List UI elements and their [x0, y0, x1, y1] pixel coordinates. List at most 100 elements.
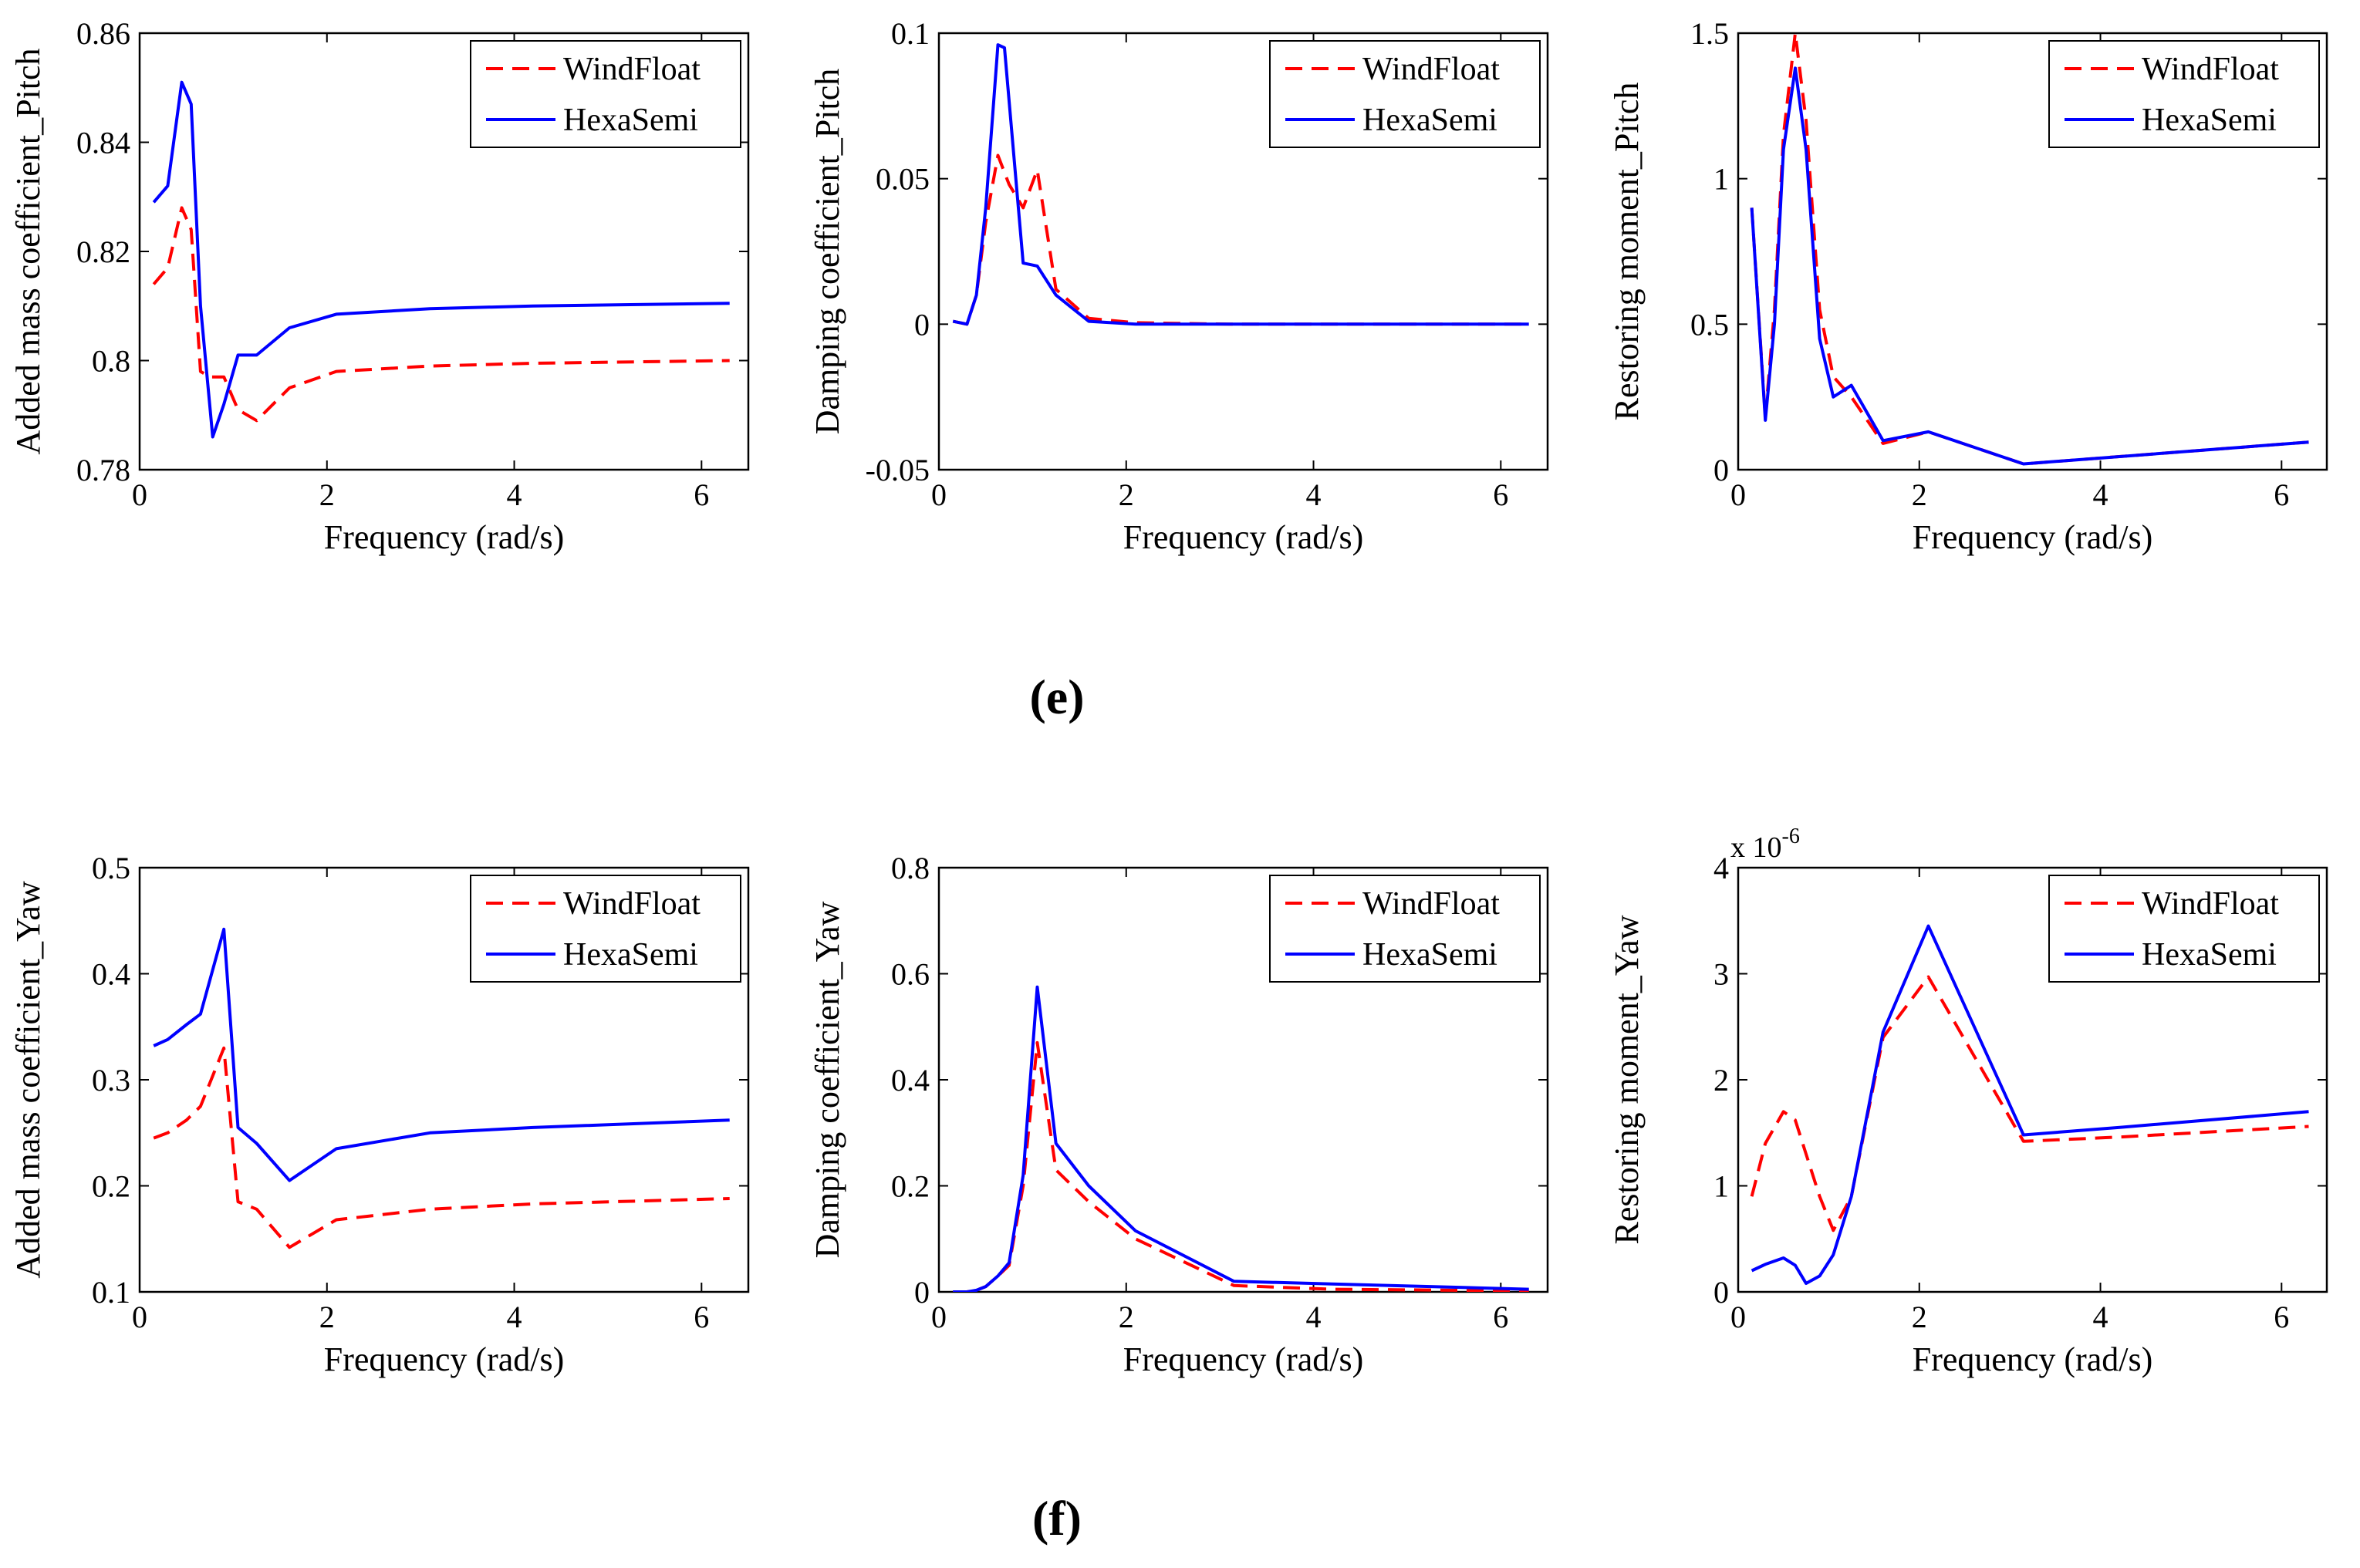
- y-tick-label: 0.5: [92, 851, 130, 885]
- y-tick-label: 0.78: [76, 453, 130, 487]
- x-tick-label: 2: [1119, 477, 1134, 512]
- x-axis-label: Frequency (rad/s): [1123, 518, 1364, 556]
- x-tick-label: 0: [132, 1300, 147, 1334]
- chart-1: 0 2 4 6 0.78 0.8 0.82 0.84 0.86 Frequency (rad/s)…: [9, 16, 750, 556]
- x-tick-label: 2: [1912, 1300, 1927, 1334]
- y-tick-label: 0.1: [891, 16, 930, 51]
- legend: WindFloat HexaSemi: [1269, 40, 1541, 148]
- x-tick-label: 4: [507, 1300, 522, 1334]
- y-tick-label: 2: [1713, 1063, 1729, 1098]
- x-tick-label: 0: [1730, 477, 1746, 512]
- y-tick-label: 0.84: [76, 126, 130, 160]
- y-tick-label: 0.4: [891, 1063, 930, 1098]
- legend-label-hexasemi: HexaSemi: [2142, 937, 2277, 973]
- legend-label-hexasemi: HexaSemi: [1362, 937, 1497, 973]
- chart-6: 0 2 4 6 0 1 2 3 4 Frequency (rad/s) Restoring mome…: [1608, 824, 2328, 1378]
- y-tick-label: 0.8: [92, 344, 130, 379]
- x-tick-label: 4: [507, 477, 522, 512]
- series-line-hexasemi: [153, 927, 730, 1182]
- y-tick-label: 1: [1713, 162, 1729, 197]
- legend-label-hexasemi: HexaSemi: [1362, 103, 1497, 138]
- legend-box: [2048, 40, 2320, 148]
- x-tick-label: 2: [319, 477, 335, 512]
- legend-label-hexasemi: HexaSemi: [563, 103, 698, 138]
- y-tick-label: 0.2: [92, 1169, 130, 1204]
- chart-4: 0 2 4 6 0.1 0.2 0.3 0.4 0.5 Frequency (rad/s) Adde…: [9, 851, 750, 1378]
- x-tick-label: 2: [1119, 1300, 1134, 1334]
- y-tick-label: 0.6: [891, 957, 930, 992]
- x-axis-label: Frequency (rad/s): [324, 1340, 565, 1378]
- axis-multiplier-exponent: -6: [1782, 824, 1800, 848]
- series-line-hexasemi: [952, 43, 1529, 326]
- legend: WindFloat HexaSemi: [470, 875, 741, 983]
- y-axis-label: Restoring moment_Pitch: [1608, 83, 1646, 421]
- chart-3: 0 2 4 6 0 0.5 1 1.5 Frequency (rad/s) Restoring m…: [1608, 16, 2328, 556]
- y-axis-label: Damping coefficient_Yaw: [809, 901, 846, 1258]
- panel-label-f: (f): [1032, 1491, 1082, 1546]
- y-tick-label: 0.5: [1690, 307, 1729, 342]
- y-tick-label: 0: [1713, 453, 1729, 487]
- legend-box: [2048, 875, 2320, 983]
- y-tick-label: 0.05: [876, 162, 930, 197]
- y-tick-label: 3: [1713, 957, 1729, 992]
- legend-label-windfloat: WindFloat: [1362, 52, 1500, 87]
- panel-label-e: (e): [1029, 669, 1084, 724]
- y-tick-label: 0.2: [891, 1169, 930, 1204]
- x-tick-label: 4: [2093, 477, 2108, 512]
- y-tick-label: 1.5: [1690, 16, 1729, 51]
- y-tick-label: 0.82: [76, 234, 130, 269]
- series-line-hexasemi: [953, 985, 1529, 1292]
- legend: WindFloat HexaSemi: [2048, 40, 2320, 148]
- x-tick-label: 4: [1306, 477, 1322, 512]
- x-axis-label: Frequency (rad/s): [1913, 518, 2153, 556]
- y-tick-label: 0: [1713, 1275, 1729, 1310]
- legend: WindFloat HexaSemi: [1269, 875, 1541, 983]
- y-tick-label: 0.86: [76, 16, 130, 51]
- y-tick-label: 0: [914, 307, 930, 342]
- legend-label-windfloat: WindFloat: [2142, 886, 2279, 922]
- series-line-hexasemi: [152, 80, 730, 439]
- chart-5: 0 2 4 6 0 0.2 0.4 0.6 0.8 Frequency (rad/s) Dampin…: [809, 851, 1549, 1378]
- x-tick-label: 6: [2274, 1300, 2289, 1334]
- series-line-windfloat: [153, 1046, 730, 1249]
- y-tick-label: 1: [1713, 1169, 1729, 1204]
- x-tick-label: 0: [132, 477, 147, 512]
- y-axis-label: Restoring moment_Yaw: [1608, 915, 1646, 1244]
- x-tick-label: 6: [2274, 477, 2289, 512]
- x-tick-label: 6: [1493, 1300, 1508, 1334]
- legend-box: [470, 875, 741, 983]
- x-tick-label: 0: [931, 477, 947, 512]
- y-tick-label: 0.3: [92, 1063, 130, 1098]
- legend-box: [470, 40, 741, 148]
- legend-label-hexasemi: HexaSemi: [563, 937, 698, 973]
- x-tick-label: 2: [1912, 477, 1927, 512]
- y-tick-label: -0.05: [866, 453, 930, 487]
- y-tick-label: 0.8: [891, 851, 930, 885]
- x-tick-label: 6: [1493, 477, 1508, 512]
- legend-label-hexasemi: HexaSemi: [2142, 103, 2277, 138]
- y-tick-label: 4: [1713, 851, 1729, 885]
- y-axis-label: Damping coefficient_Pitch: [809, 69, 846, 435]
- x-tick-label: 4: [1306, 1300, 1322, 1334]
- legend-box: [1269, 40, 1541, 148]
- x-axis-label: Frequency (rad/s): [324, 518, 565, 556]
- legend-label-windfloat: WindFloat: [2142, 52, 2279, 87]
- y-tick-label: 0.4: [92, 957, 130, 992]
- x-tick-label: 4: [2093, 1300, 2108, 1334]
- legend-label-windfloat: WindFloat: [563, 886, 701, 922]
- legend-label-windfloat: WindFloat: [563, 52, 701, 87]
- y-axis-label: Added mass coefficient_Pitch: [9, 48, 47, 454]
- y-tick-label: 0.1: [92, 1275, 130, 1310]
- y-axis-label: Added mass coefficient_Yaw: [9, 881, 47, 1279]
- x-tick-label: 6: [694, 1300, 709, 1334]
- series-line-windfloat: [1750, 975, 2309, 1232]
- legend-label-windfloat: WindFloat: [1362, 886, 1500, 922]
- x-tick-label: 0: [1730, 1300, 1746, 1334]
- x-axis-label: Frequency (rad/s): [1913, 1340, 2153, 1378]
- x-tick-label: 0: [931, 1300, 947, 1334]
- y-tick-label: 0: [914, 1275, 930, 1310]
- legend-box: [1269, 875, 1541, 983]
